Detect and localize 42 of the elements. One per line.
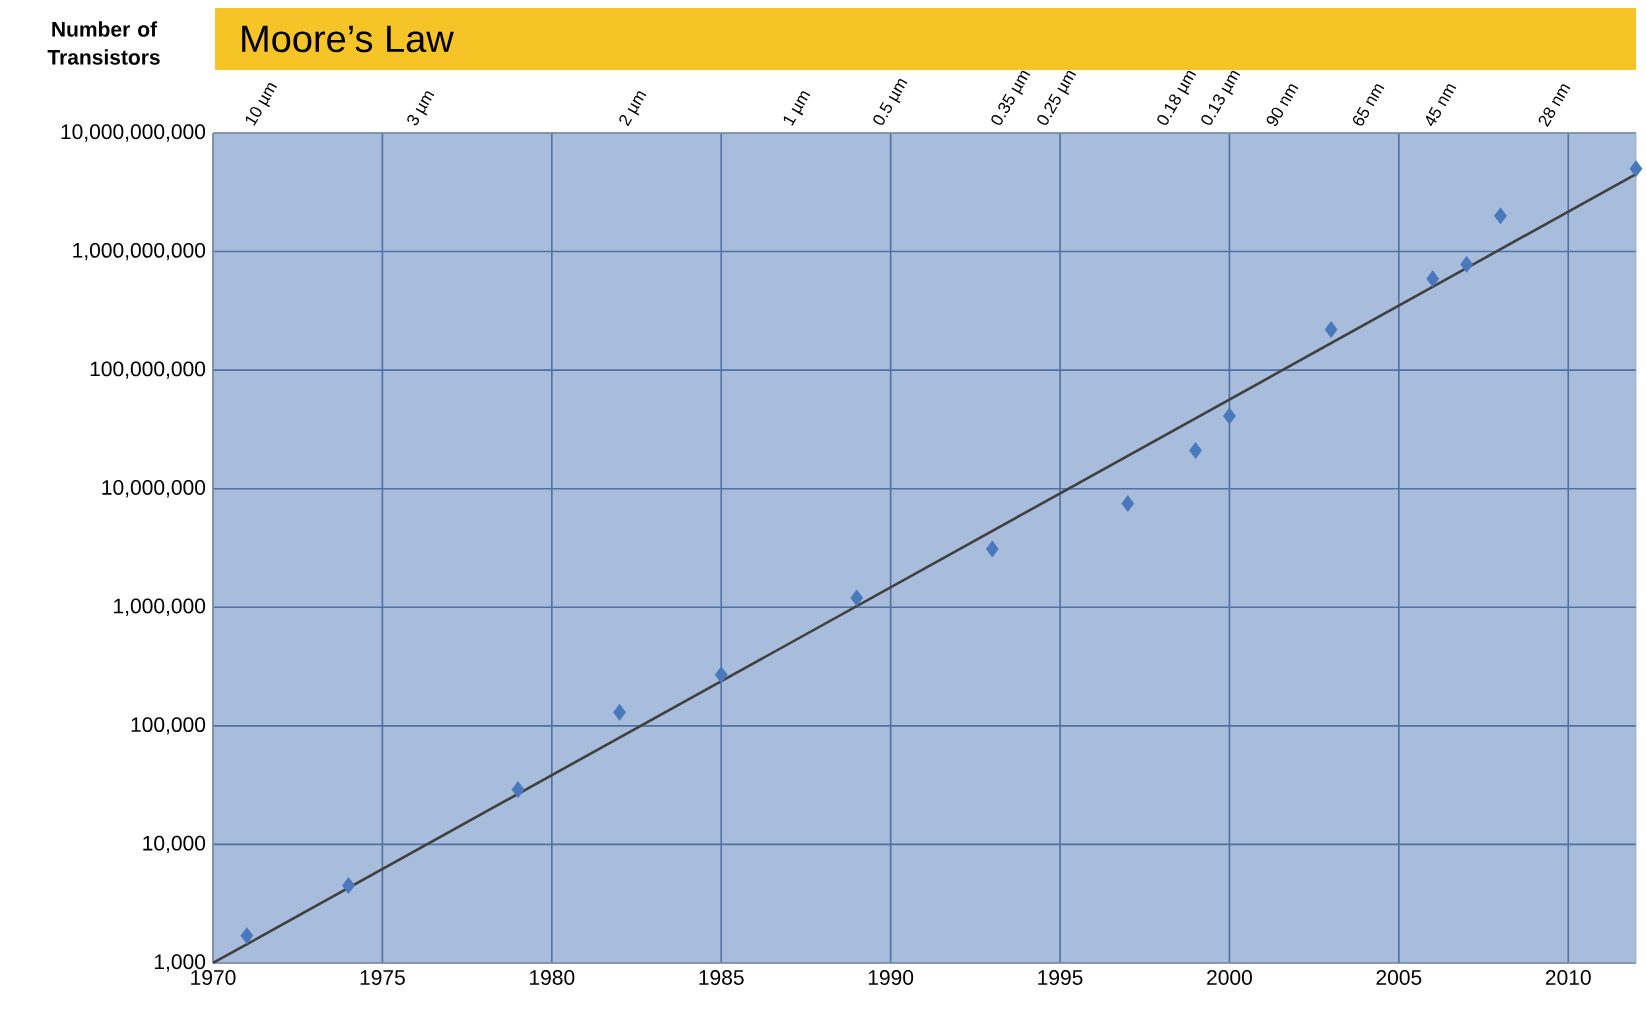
text: 28 nm bbox=[1538, 84, 1571, 128]
y-tick-label: 1,000 bbox=[154, 954, 206, 972]
point bbox=[1494, 207, 1507, 225]
x-tick-label: 1975 bbox=[360, 970, 405, 985]
x-tick-label: 2010 bbox=[1545, 970, 1591, 985]
point bbox=[1121, 495, 1135, 512]
point bbox=[511, 781, 525, 798]
text: 2 µm bbox=[619, 91, 647, 127]
text: 3 µm bbox=[407, 91, 435, 126]
x-tick-label: 1980 bbox=[530, 970, 575, 985]
text: 1 µm bbox=[783, 91, 811, 126]
chart-title: Moore’s Law bbox=[242, 25, 454, 53]
point bbox=[1460, 255, 1474, 273]
x-tick-label: 2000 bbox=[1207, 970, 1252, 985]
point bbox=[1426, 270, 1440, 288]
point bbox=[240, 927, 254, 945]
point bbox=[1324, 321, 1338, 338]
y-tick-label: 10,000,000,000 bbox=[61, 124, 206, 142]
point bbox=[1223, 407, 1236, 425]
point bbox=[714, 666, 728, 684]
y-tick-label: 100,000 bbox=[131, 717, 206, 735]
point bbox=[985, 540, 999, 558]
text: 0.5 µm bbox=[873, 78, 908, 125]
y-tick-label: 100,000,000 bbox=[90, 361, 206, 379]
y-tick-label: 10,000,000 bbox=[102, 480, 206, 498]
x-tick-label: 1990 bbox=[868, 970, 914, 985]
text: 10 µm bbox=[245, 83, 278, 126]
x-tick-label: 1970 bbox=[191, 970, 236, 985]
y-tick-label: 10,000 bbox=[143, 835, 206, 854]
point bbox=[1189, 442, 1202, 459]
text: 45 nm bbox=[1425, 84, 1457, 127]
y-axis-title: Number of Transistors bbox=[47, 21, 160, 65]
text: 65 nm bbox=[1352, 84, 1385, 126]
x-tick-label: 1995 bbox=[1038, 970, 1083, 985]
point bbox=[613, 703, 626, 721]
x-tick-label: 1985 bbox=[699, 970, 744, 985]
text: 90 nm bbox=[1266, 84, 1299, 126]
y-tick-label: 1,000,000,000 bbox=[73, 242, 206, 261]
point bbox=[850, 589, 864, 607]
point bbox=[342, 877, 355, 894]
y-tick-label: 1,000,000 bbox=[114, 598, 206, 616]
x-tick-label: 2005 bbox=[1376, 970, 1422, 985]
